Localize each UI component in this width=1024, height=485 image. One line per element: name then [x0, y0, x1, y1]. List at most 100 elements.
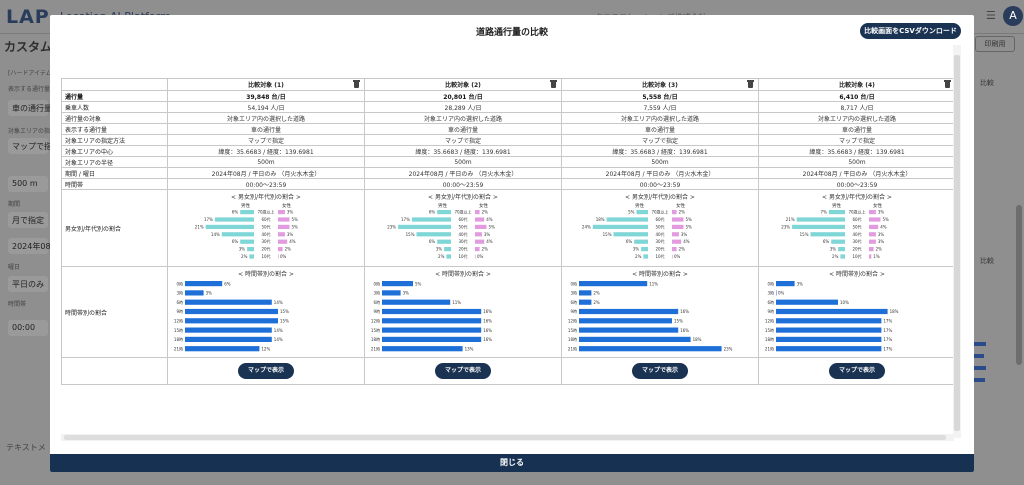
cell-value: 2024年08月 / 平日のみ （月火水木金） — [561, 167, 759, 179]
chart-title: < 男女別/年代別の割合 > — [822, 194, 892, 201]
time-value-label: 10% — [840, 300, 849, 305]
hour-tick-label: 3時 — [176, 290, 183, 296]
cell-value: 2024年08月 / 平日のみ （月火水木金） — [758, 167, 956, 179]
female-value-label: 4% — [683, 239, 690, 244]
hour-tick-label: 21時 — [174, 345, 183, 351]
age-tick-label: 10代 — [655, 253, 664, 259]
compare-button-2[interactable]: 比較 — [980, 257, 994, 265]
show-map-button[interactable]: マップで表示 — [238, 363, 294, 379]
time-value-label: 15% — [674, 319, 683, 324]
trash-icon[interactable] — [747, 80, 754, 89]
time-bar — [185, 290, 204, 296]
time-chart-cell: < 時間帯別の割合 > 0時 5% 3時 3% 6時 11% 9時 16% 12時 16% 15時 16… — [364, 266, 562, 358]
female-bar — [672, 224, 684, 229]
trash-icon[interactable] — [550, 80, 557, 89]
male-value-label: 23% — [387, 224, 396, 229]
modal-title: 道路通行量の比較 — [475, 28, 548, 38]
gender-chart-cell: < 男女別/年代別の割合 > 男性 女性 5% 70歳以上 2% 18% 60代 5% 24% 50… — [561, 189, 759, 267]
female-value-label: 1% — [873, 254, 880, 259]
time-bar — [185, 336, 272, 342]
male-value-label: 2% — [438, 254, 445, 259]
gender-age-chart: 男性 女性5% 70歳以上 2%18% 60代 5%24% 50代 5%15% 40代 3%6% 3… — [582, 202, 692, 259]
compare-button-1[interactable]: 比較 — [980, 79, 994, 87]
male-bar — [592, 224, 648, 229]
time-bar — [185, 308, 278, 315]
area-method-select[interactable]: マップで指定 — [8, 138, 60, 154]
time-chart: 0時 3% 3時 0% 6時 10% 9時 18% 12時 17% 15時 17% 18時 17% 21時 1… — [765, 280, 899, 351]
gender-age-chart: 男性 女性6% 70歳以上 3%17% 60代 5%21% 50代 5%14% 40代 3%6% 3… — [195, 202, 298, 259]
age-tick-label: 60代 — [852, 216, 861, 222]
age-tick-label: 70歳以上 — [454, 209, 471, 215]
hour-tick-label: 21時 — [765, 345, 774, 351]
weekday-select[interactable]: 平日のみ — [8, 276, 48, 292]
month-select[interactable]: 2024年08月 — [8, 238, 59, 254]
table-row: 対象エリアの中心 緯度：35.6683 / 経度：139.6981 緯度：35.… — [61, 145, 956, 157]
close-button[interactable]: 閉じる — [50, 454, 974, 472]
female-bar — [278, 210, 285, 215]
female-bar — [672, 247, 677, 252]
time-value-label: 0% — [778, 291, 785, 296]
male-bar — [214, 217, 254, 222]
age-tick-label: 40代 — [261, 231, 270, 237]
time-value-label: 11% — [452, 300, 461, 305]
age-tick-label: 50代 — [261, 223, 270, 229]
age-tick-label: 60代 — [458, 216, 467, 222]
modal-vertical-scrollbar[interactable] — [953, 45, 961, 438]
row-label: 対象エリアの半径 — [61, 156, 168, 168]
time-value-label: 16% — [483, 328, 492, 333]
period-select[interactable]: 月で指定 — [8, 212, 48, 228]
male-bar — [838, 247, 845, 252]
time-value-label: 2% — [593, 291, 600, 296]
hour-tick-label: 6時 — [176, 299, 183, 305]
legend-female: 女性 — [873, 202, 882, 209]
page-scrollbar[interactable] — [1016, 205, 1022, 365]
hour-tick-label: 9時 — [767, 308, 774, 314]
cell-value: 500m — [364, 156, 562, 168]
cell-value: 500m — [561, 156, 759, 168]
print-button[interactable]: 印刷用 — [975, 36, 1015, 52]
age-tick-label: 40代 — [458, 231, 467, 237]
male-bar — [828, 210, 845, 215]
trash-icon[interactable] — [944, 80, 951, 89]
avatar[interactable]: A — [1003, 6, 1023, 26]
male-value-label: 18% — [596, 217, 605, 222]
male-value-label: 3% — [436, 247, 443, 252]
female-bar — [869, 217, 881, 222]
female-value-label: 3% — [484, 232, 491, 237]
comparison-modal: 道路通行量の比較 比較画面をCSVダウンロード 比較対象 (1) 比較対象 (2… — [50, 15, 974, 472]
hour-tick-label: 12時 — [568, 318, 577, 324]
female-bar — [869, 247, 874, 252]
female-value-label: 0% — [477, 254, 484, 259]
time-bar — [382, 308, 482, 315]
csv-download-button[interactable]: 比較画面をCSVダウンロード — [860, 23, 961, 39]
female-value-label: 4% — [289, 239, 296, 244]
time-select[interactable]: 00:00 — [8, 320, 48, 336]
male-bar — [796, 217, 845, 222]
age-tick-label: 10代 — [852, 253, 861, 259]
female-bar — [475, 232, 482, 237]
column-title: 比較対象 (2) — [445, 82, 481, 89]
female-value-label: 2% — [876, 247, 883, 252]
menu-icon[interactable]: ☰ — [986, 9, 996, 22]
legend-female: 女性 — [282, 202, 291, 209]
male-value-label: 7% — [821, 210, 828, 215]
table-horizontal-scrollbar[interactable] — [61, 434, 954, 441]
time-bar — [579, 308, 679, 315]
traffic-type-select[interactable]: 車の通行量 — [8, 100, 52, 116]
male-value-label: 3% — [633, 247, 640, 252]
radius-field[interactable]: 500 m — [8, 176, 48, 192]
time-bar — [382, 318, 482, 324]
hour-tick-label: 15時 — [371, 327, 380, 333]
show-map-button[interactable]: マップで表示 — [829, 363, 885, 379]
row-label: 対象エリアの指定方法 — [61, 134, 168, 146]
age-tick-label: 60代 — [655, 216, 664, 222]
trash-icon[interactable] — [353, 80, 360, 89]
hour-tick-label: 0時 — [373, 280, 380, 286]
show-map-button[interactable]: マップで表示 — [632, 363, 688, 379]
cell-value: 車の通行量 — [167, 123, 365, 135]
male-bar — [792, 224, 845, 229]
show-map-button[interactable]: マップで表示 — [435, 363, 491, 379]
time-value-label: 5% — [415, 281, 422, 286]
time-chart: 0時 5% 3時 3% 6時 11% 9時 16% 12時 16% 15時 16% 18時 16% 21時 1… — [371, 280, 492, 351]
row-label: 時間帯別の割合 — [61, 266, 168, 358]
